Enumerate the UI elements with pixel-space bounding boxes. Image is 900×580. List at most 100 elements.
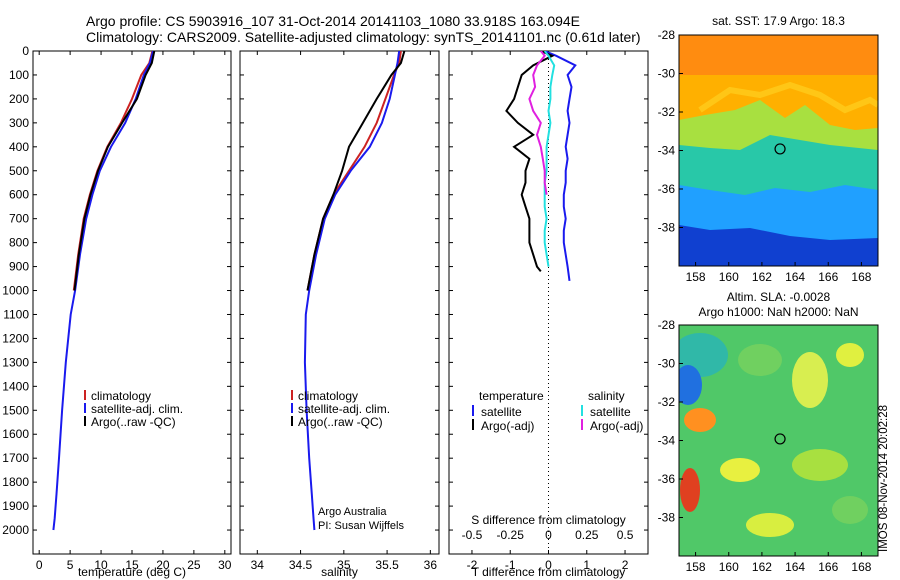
legend-label: Argo(-adj) bbox=[481, 419, 534, 433]
series-line-salinity-satellite bbox=[543, 51, 556, 267]
x-tick-label: 5 bbox=[67, 558, 74, 572]
map-y-tick-label: -38 bbox=[658, 511, 676, 525]
figure-title-line2: Climatology: CARS2009. Satellite-adjuste… bbox=[86, 29, 641, 45]
series-line-temperature-satellite bbox=[544, 51, 577, 282]
y-tick-label: 300 bbox=[9, 116, 29, 130]
x-tick-label: 0 bbox=[545, 558, 552, 572]
legend-label: satellite-adj. clim. bbox=[298, 402, 390, 416]
map-y-tick-label: -36 bbox=[658, 472, 676, 486]
map-x-tick-label: 168 bbox=[851, 560, 871, 574]
salinity-plot-frame bbox=[239, 50, 440, 555]
x-axis-label: T difference from climatology bbox=[472, 565, 626, 579]
legend-label: satellite bbox=[481, 405, 522, 419]
map-x-tick-label: 160 bbox=[719, 560, 739, 574]
legend-group-heading: temperature bbox=[479, 389, 544, 403]
series-line-argo-raw-qc- bbox=[306, 51, 406, 291]
y-tick-label: 1500 bbox=[2, 403, 29, 417]
y-tick-label: 500 bbox=[9, 164, 29, 178]
sla-map-subtitle: Argo h1000: NaN h2000: NaN bbox=[698, 305, 859, 319]
x-axis-label: salinity bbox=[321, 565, 358, 579]
map-y-tick-label: -30 bbox=[658, 357, 676, 371]
map-y-tick-label: -34 bbox=[658, 144, 676, 158]
x-tick-label: 34.5 bbox=[289, 558, 313, 572]
map-y-tick-label: -28 bbox=[658, 318, 676, 332]
x-tick-label: 30 bbox=[218, 558, 232, 572]
map-x-tick-label: 164 bbox=[785, 270, 805, 284]
map-y-tick-label: -34 bbox=[658, 434, 676, 448]
sst-map-title: sat. SST: 17.9 Argo: 18.3 bbox=[712, 14, 845, 28]
x-tick-label: 35.5 bbox=[375, 558, 399, 572]
x-tick-label: 36 bbox=[424, 558, 438, 572]
figure-title-line1: Argo profile: CS 5903916_107 31-Oct-2014… bbox=[86, 13, 581, 29]
y-tick-label: 800 bbox=[9, 236, 29, 250]
sla-map bbox=[679, 325, 878, 556]
series-line-argo-raw-qc- bbox=[73, 51, 156, 291]
x-tick-label: 20 bbox=[156, 558, 170, 572]
series-line-salinity-argo-adj- bbox=[528, 51, 548, 195]
x-tick-label: 1 bbox=[583, 558, 590, 572]
map-y-tick-label: -32 bbox=[658, 395, 676, 409]
x-tick-label: 25 bbox=[187, 558, 201, 572]
y-tick-label: 0 bbox=[22, 44, 29, 58]
map-y-tick-label: -32 bbox=[658, 105, 676, 119]
y-tick-label: 1700 bbox=[2, 451, 29, 465]
secondary-x-axis-label: S difference from climatology bbox=[471, 513, 626, 527]
x-axis-label: temperature (deg C) bbox=[78, 565, 186, 579]
sst-map bbox=[679, 35, 878, 266]
map-x-tick-label: 162 bbox=[752, 270, 772, 284]
x-tick-label: 2 bbox=[622, 558, 629, 572]
secondary-x-tick-label: -0.5 bbox=[462, 528, 483, 542]
credit-line2: PI: Susan Wijffels bbox=[318, 520, 404, 532]
map-y-tick-label: -30 bbox=[658, 67, 676, 81]
y-tick-label: 700 bbox=[9, 212, 29, 226]
map-x-tick-label: 166 bbox=[818, 560, 838, 574]
y-tick-label: 1800 bbox=[2, 475, 29, 489]
map-x-tick-label: 166 bbox=[818, 270, 838, 284]
map-y-tick-label: -38 bbox=[658, 221, 676, 235]
series-line-temperature-argo-adj- bbox=[505, 51, 555, 273]
y-tick-label: 900 bbox=[9, 260, 29, 274]
x-tick-label: 0 bbox=[36, 558, 43, 572]
argo-position-marker bbox=[774, 143, 786, 155]
legend-group-heading: salinity bbox=[588, 389, 625, 403]
credit-line1: Argo Australia bbox=[318, 506, 387, 518]
secondary-x-tick-label: 0.25 bbox=[575, 528, 599, 542]
map-x-tick-label: 158 bbox=[686, 270, 706, 284]
legend-label: Argo(-adj) bbox=[590, 419, 643, 433]
map-x-tick-label: 168 bbox=[851, 270, 871, 284]
y-tick-label: 1400 bbox=[2, 379, 29, 393]
x-tick-label: 34 bbox=[251, 558, 265, 572]
legend-label: Argo(..raw -QC) bbox=[298, 415, 383, 429]
y-tick-label: 400 bbox=[9, 140, 29, 154]
series-line-climatology bbox=[306, 51, 402, 291]
secondary-x-tick-label: 0.5 bbox=[617, 528, 634, 542]
sla-map-title: Altim. SLA: -0.0028 bbox=[726, 290, 831, 304]
x-tick-label: 35 bbox=[337, 558, 351, 572]
map-x-tick-label: 164 bbox=[785, 560, 805, 574]
y-tick-label: 1600 bbox=[2, 427, 29, 441]
map-y-tick-label: -36 bbox=[658, 182, 676, 196]
y-tick-label: 1300 bbox=[2, 355, 29, 369]
secondary-x-tick-label: 0 bbox=[545, 528, 552, 542]
legend-label: satellite-adj. clim. bbox=[91, 402, 183, 416]
series-line-satellite-adj-clim- bbox=[303, 51, 401, 531]
x-tick-label: -2 bbox=[467, 558, 478, 572]
map-x-tick-label: 158 bbox=[686, 560, 706, 574]
difference-plot-frame bbox=[448, 50, 649, 555]
y-tick-label: 1000 bbox=[2, 284, 29, 298]
legend-label: climatology bbox=[298, 389, 358, 403]
legend-label: Argo(..raw -QC) bbox=[91, 415, 176, 429]
secondary-x-tick-label: -0.25 bbox=[497, 528, 525, 542]
temperature-plot-frame bbox=[32, 50, 232, 555]
map-x-tick-label: 160 bbox=[719, 270, 739, 284]
y-tick-label: 100 bbox=[9, 68, 29, 82]
y-tick-label: 2000 bbox=[2, 523, 29, 537]
y-tick-label: 600 bbox=[9, 188, 29, 202]
x-tick-label: 15 bbox=[125, 558, 139, 572]
series-line-satellite-adj-clim- bbox=[52, 51, 154, 531]
map-y-tick-label: -28 bbox=[658, 28, 676, 42]
y-tick-label: 200 bbox=[9, 92, 29, 106]
x-tick-label: -1 bbox=[505, 558, 516, 572]
timestamp-stamp: IMOS 08-Nov-2014 20:02:28 bbox=[878, 404, 890, 552]
